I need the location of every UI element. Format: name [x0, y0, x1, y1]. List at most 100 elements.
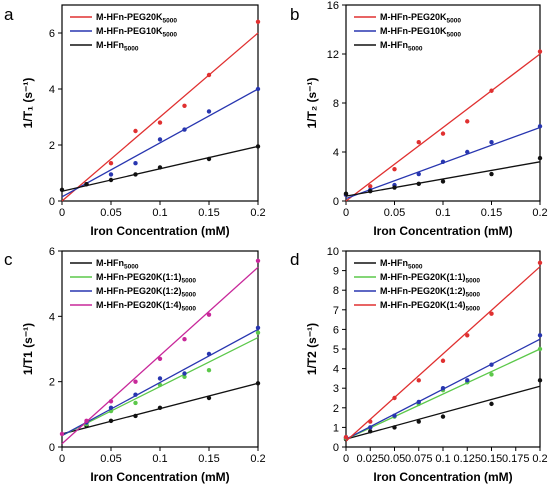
- fit-line: [345, 266, 541, 442]
- x-tick-label: 0: [343, 453, 349, 465]
- legend-entry: M-HFn5000: [70, 258, 139, 271]
- legend-name: M-HFn: [380, 258, 408, 268]
- data-point: [392, 166, 397, 172]
- legend-name: M-HFn-PEG20K: [380, 12, 447, 22]
- data-point: [440, 131, 446, 136]
- data-point: [206, 368, 212, 373]
- data-point: [489, 171, 494, 177]
- series-0: [61, 19, 261, 202]
- fit-line: [61, 266, 259, 445]
- legend-subscript: 5000: [163, 32, 178, 39]
- y-tick-label: 12: [327, 49, 339, 61]
- legend-entry: M-HFn-PEG10K5000: [354, 26, 461, 39]
- legend-subscript: 5000: [466, 278, 481, 285]
- y-tick-label: 8: [333, 98, 339, 110]
- data-point: [157, 165, 163, 170]
- fit-line: [345, 348, 541, 440]
- series-2: [343, 155, 543, 197]
- legend-label: M-HFn-PEG20K(1:1)5000: [380, 272, 480, 285]
- y-tick-label: 4: [49, 84, 55, 96]
- y-tick-label: 0: [49, 196, 55, 208]
- chart-panel-d: d 0 0.025 0.05 0.075 0.1 0.125 0.15 0.175 0.2 0 1 2 3…: [290, 246, 548, 484]
- data-point: [440, 386, 446, 391]
- x-tick-label: 0.1: [152, 453, 167, 465]
- legend-entry: M-HFn-PEG20K5000: [70, 12, 177, 25]
- x-axis-title: Iron Concentration (mM): [373, 470, 512, 484]
- x-tick-label: 0.15: [198, 207, 219, 219]
- data-point: [255, 381, 261, 386]
- y-axis-title: 1/T1 (s⁻¹): [21, 323, 35, 375]
- x-axis-title: Iron Concentration (mM): [373, 224, 512, 238]
- data-point: [416, 399, 421, 405]
- panel-label: c: [4, 250, 13, 269]
- data-point: [489, 372, 494, 377]
- data-point: [537, 378, 543, 383]
- legend-subscript: 5000: [163, 18, 178, 25]
- data-point: [392, 185, 397, 190]
- legend-subscript: 5000: [408, 264, 423, 271]
- data-point: [84, 418, 89, 424]
- legend-label: M-HFn-PEG20K(1:2)5000: [96, 286, 196, 299]
- data-point: [465, 333, 470, 338]
- y-tick-label: 4: [333, 364, 339, 376]
- legend-entry: M-HFn-PEG20K(1:2)5000: [354, 286, 480, 299]
- panel-label: a: [4, 5, 14, 24]
- data-point: [416, 181, 421, 187]
- x-tick-label: 0.05: [384, 453, 405, 465]
- y-tick-label: 7: [333, 305, 339, 317]
- data-point: [108, 399, 114, 404]
- legend-label: M-HFn-PEG20K(1:1)5000: [96, 272, 196, 285]
- legend-entry: M-HFn-PEG20K(1:1)5000: [70, 272, 196, 285]
- data-point: [537, 155, 543, 161]
- data-point: [537, 346, 543, 352]
- legend-name: M-HFn-PEG10K: [96, 26, 163, 36]
- x-tick-label: 0.2: [532, 207, 547, 219]
- x-tick-label: 0.1: [435, 207, 450, 219]
- y-tick-label: 2: [333, 403, 339, 415]
- x-tick-label: 0.2: [250, 453, 265, 465]
- data-point: [84, 182, 89, 187]
- data-point: [416, 378, 421, 383]
- y-tick-label: 8: [333, 285, 339, 297]
- data-point: [206, 395, 212, 401]
- data-point: [489, 140, 494, 145]
- data-point: [108, 418, 114, 424]
- data-point: [392, 425, 397, 430]
- y-axis-title: 1/T₂ (s⁻¹): [305, 77, 319, 128]
- legend-subscript: 5000: [182, 278, 197, 285]
- data-point: [489, 88, 494, 93]
- data-point: [465, 119, 470, 124]
- data-point: [133, 400, 138, 406]
- data-point: [368, 425, 373, 430]
- legend-entry: M-HFn5000: [70, 40, 139, 53]
- data-point: [157, 376, 163, 381]
- legend-name: M-HFn-PEG20K(1:2): [96, 286, 182, 296]
- y-axis-title: 1/T₁ (s⁻¹): [21, 78, 35, 129]
- legend-name: M-HFn-PEG20K(1:4): [380, 300, 466, 310]
- x-tick-label: 0.2: [250, 207, 265, 219]
- legend-name: M-HFn-PEG20K(1:1): [96, 272, 182, 282]
- data-point: [343, 435, 349, 440]
- x-tick-label: 0.15: [481, 207, 502, 219]
- legend-subscript: 5000: [466, 292, 481, 299]
- data-point: [157, 120, 163, 125]
- legend-entry: M-HFn5000: [354, 40, 423, 53]
- legend-label: M-HFn-PEG20K(1:4)5000: [380, 300, 480, 313]
- y-tick-label: 4: [333, 147, 339, 159]
- x-tick-label: 0.175: [502, 453, 530, 465]
- legend-label: M-HFn5000: [96, 258, 139, 271]
- series-2: [343, 333, 543, 440]
- chart-panel-a: a 0 0.05 0.1 0.15 0.2 0 2 4 6 Iron Concentration (…: [4, 4, 266, 238]
- y-tick-label: 5: [333, 344, 339, 356]
- x-tick-label: 0.125: [453, 453, 481, 465]
- x-tick-label: 0: [343, 207, 349, 219]
- legend-subscript: 5000: [447, 18, 462, 25]
- legend-entry: M-HFn-PEG20K(1:4)5000: [70, 300, 196, 313]
- data-point: [255, 86, 261, 92]
- legend-label: M-HFn-PEG10K5000: [96, 26, 177, 39]
- x-tick-label: 0.075: [405, 453, 433, 465]
- data-point: [255, 144, 261, 149]
- data-point: [157, 356, 163, 361]
- y-tick-label: 9: [333, 266, 339, 278]
